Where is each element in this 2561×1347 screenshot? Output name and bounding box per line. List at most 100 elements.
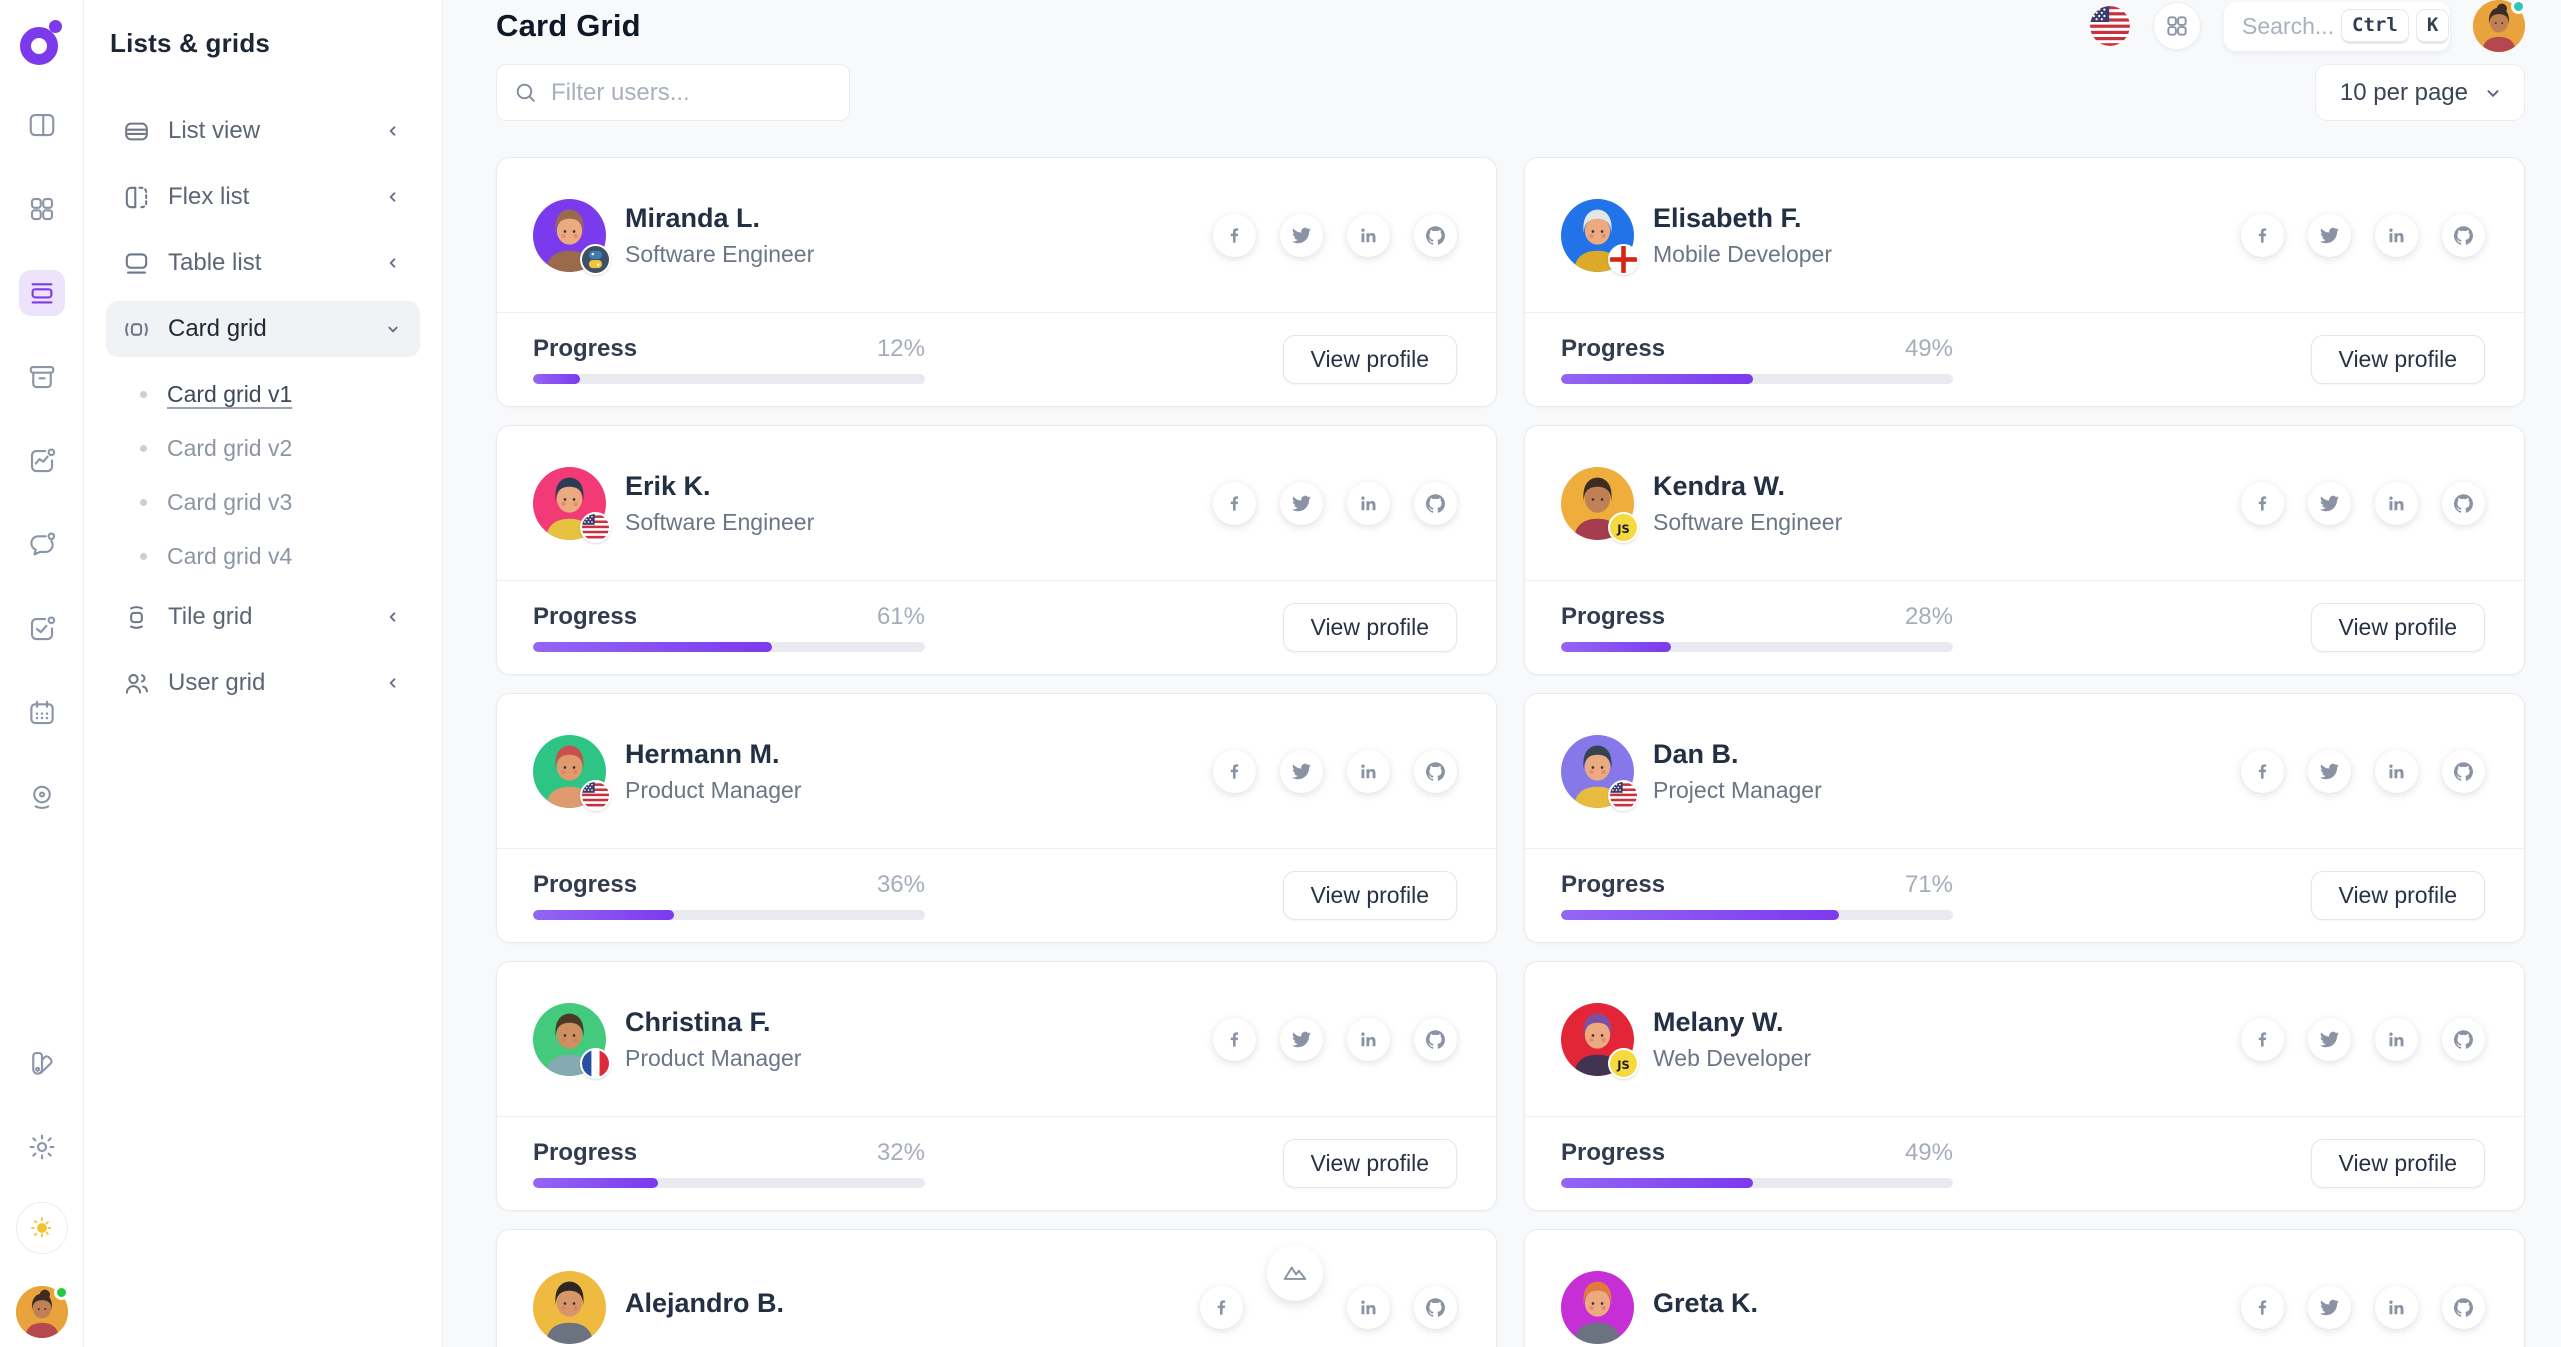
sidebar-item-flex-list[interactable]: Flex list <box>106 169 420 225</box>
github-icon[interactable] <box>1414 481 1457 525</box>
theme-toggle-sun-icon[interactable] <box>15 1202 68 1254</box>
twitter-icon[interactable] <box>1280 1017 1323 1061</box>
swatches-icon[interactable] <box>19 1040 65 1086</box>
panel-left-icon[interactable] <box>19 102 65 148</box>
twitter-icon[interactable] <box>1280 749 1323 793</box>
twitter-icon[interactable] <box>2308 1017 2351 1061</box>
linkedin-icon[interactable] <box>2375 481 2418 525</box>
view-profile-button[interactable]: View profile <box>2310 603 2485 652</box>
linkedin-icon[interactable] <box>2375 1017 2418 1061</box>
card-top: Greta K. <box>1525 1230 2524 1347</box>
calendar-icon[interactable] <box>19 690 65 736</box>
facebook-icon[interactable] <box>1213 213 1256 257</box>
facebook-icon[interactable] <box>1213 1017 1256 1061</box>
linkedin-icon[interactable] <box>1347 1017 1390 1061</box>
chevron-left-icon <box>389 612 396 622</box>
twitter-icon[interactable] <box>1280 481 1323 525</box>
github-icon[interactable] <box>2442 213 2485 257</box>
linkedin-icon[interactable] <box>1347 1285 1390 1329</box>
user-role: Product Manager <box>625 776 802 803</box>
language-flag-usa-icon[interactable] <box>2090 6 2130 46</box>
facebook-icon[interactable] <box>2241 1017 2284 1061</box>
social-links <box>2241 481 2485 525</box>
sidebar-item-label: User grid <box>168 669 266 696</box>
social-links <box>2241 213 2485 257</box>
sidebar-subitem-card-grid-v1[interactable]: Card grid v1 <box>106 367 420 421</box>
mountains-icon[interactable] <box>1267 1245 1323 1301</box>
github-icon[interactable] <box>2442 481 2485 525</box>
apps-grid-button[interactable] <box>2153 2 2201 50</box>
progress-percent: 36% <box>876 871 925 898</box>
rail-user-avatar[interactable] <box>15 1285 69 1338</box>
apps-grid-icon[interactable] <box>19 186 65 232</box>
twitter-icon[interactable] <box>2308 481 2351 525</box>
social-links <box>1213 481 1457 525</box>
facebook-icon[interactable] <box>2241 481 2284 525</box>
github-icon[interactable] <box>1414 1017 1457 1061</box>
linkedin-icon[interactable] <box>2375 749 2418 793</box>
user-card: JS Kendra W. Software Engineer Progress … <box>1524 425 2525 675</box>
app-logo[interactable] <box>19 20 65 66</box>
chat-bubble-icon[interactable] <box>19 522 65 568</box>
view-profile-button[interactable]: View profile <box>1282 603 1457 652</box>
sidebar-subitem-card-grid-v2[interactable]: Card grid v2 <box>106 421 420 475</box>
twitter-icon[interactable] <box>2308 1285 2351 1329</box>
linkedin-icon[interactable] <box>2375 213 2418 257</box>
github-icon[interactable] <box>1414 213 1457 257</box>
user-avatar <box>533 466 611 543</box>
sidebar-item-list-view[interactable]: List view <box>106 103 420 159</box>
search-placeholder: Search... <box>2242 12 2335 39</box>
view-profile-button[interactable]: View profile <box>2310 1139 2485 1188</box>
per-page-select[interactable]: 10 per page <box>2314 64 2525 121</box>
github-icon[interactable] <box>1414 1285 1457 1329</box>
archive-icon[interactable] <box>19 354 65 400</box>
filter-users-input[interactable] <box>496 64 850 121</box>
user-card: Dan B. Project Manager Progress 71% View… <box>1524 693 2525 943</box>
facebook-icon[interactable] <box>2241 213 2284 257</box>
sidebar-item-table-list[interactable]: Table list <box>106 235 420 291</box>
linkedin-icon[interactable] <box>2375 1285 2418 1329</box>
card-bottom: Progress 32% View profile <box>497 1116 1496 1210</box>
github-icon[interactable] <box>2442 749 2485 793</box>
mail-check-icon[interactable] <box>19 606 65 652</box>
facebook-icon[interactable] <box>1200 1285 1243 1329</box>
github-icon[interactable] <box>2442 1285 2485 1329</box>
card-list-icon[interactable] <box>18 270 65 316</box>
facebook-icon[interactable] <box>1213 481 1256 525</box>
header-user-avatar[interactable] <box>2473 0 2526 52</box>
twitter-icon[interactable] <box>1280 213 1323 257</box>
view-profile-button[interactable]: View profile <box>2310 871 2485 920</box>
linkedin-icon[interactable] <box>1347 213 1390 257</box>
github-icon[interactable] <box>2442 1017 2485 1061</box>
progress-label: Progress <box>533 871 638 898</box>
england-badge-icon <box>1608 243 1639 275</box>
user-avatar <box>533 1002 611 1079</box>
global-search[interactable]: Search... Ctrl K <box>2224 1 2450 51</box>
settings-gear-icon[interactable] <box>19 1124 65 1170</box>
twitter-icon[interactable] <box>2308 749 2351 793</box>
linkedin-icon[interactable] <box>1347 749 1390 793</box>
facebook-icon[interactable] <box>2241 749 2284 793</box>
svg-text:JS: JS <box>1616 522 1630 536</box>
view-profile-button[interactable]: View profile <box>2310 335 2485 384</box>
view-profile-button[interactable]: View profile <box>1282 871 1457 920</box>
sidebar-item-tile-grid[interactable]: Tile grid <box>106 589 420 645</box>
python-badge-icon <box>580 243 611 275</box>
facebook-icon[interactable] <box>1213 749 1256 793</box>
chart-activity-icon[interactable] <box>19 438 65 484</box>
filter-users-field[interactable] <box>551 78 833 107</box>
sidebar-item-user-grid[interactable]: User grid <box>106 655 420 711</box>
view-profile-button[interactable]: View profile <box>1282 1139 1457 1188</box>
user-name: Elisabeth F. <box>1653 202 1802 233</box>
linkedin-icon[interactable] <box>1347 481 1390 525</box>
github-icon[interactable] <box>1414 749 1457 793</box>
twitter-icon[interactable] <box>2308 213 2351 257</box>
card-top: Elisabeth F. Mobile Developer <box>1525 158 2524 312</box>
sidebar-subitem-card-grid-v4[interactable]: Card grid v4 <box>106 529 420 583</box>
progress-percent: 12% <box>876 335 925 362</box>
webcam-icon[interactable] <box>19 774 65 820</box>
facebook-icon[interactable] <box>2241 1285 2284 1329</box>
sidebar-item-card-grid[interactable]: Card grid <box>106 301 420 357</box>
sidebar-subitem-card-grid-v3[interactable]: Card grid v3 <box>106 475 420 529</box>
view-profile-button[interactable]: View profile <box>1282 335 1457 384</box>
